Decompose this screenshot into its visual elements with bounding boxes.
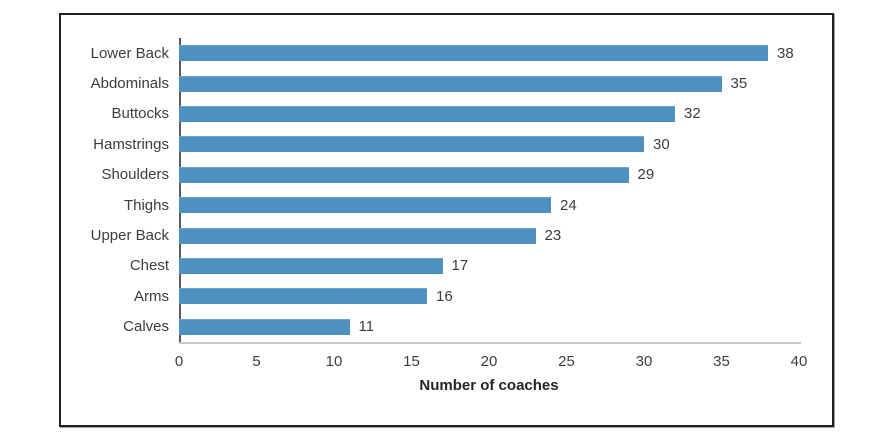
category-label: Lower Back [90, 44, 169, 62]
category-label: Arms [134, 287, 169, 305]
value-label: 17 [451, 257, 469, 275]
bar-row: Thighs 24 [61, 190, 832, 220]
bar-row: Shoulders 29 [61, 160, 832, 190]
x-tick-label: 0 [174, 353, 184, 370]
bar-row: Abdominals 35 [61, 68, 832, 98]
category-label: Thighs [123, 196, 169, 214]
category-label: Chest [129, 257, 169, 275]
bar-track: 32 [179, 99, 799, 129]
x-axis-line [179, 342, 801, 344]
bar [179, 136, 644, 153]
category-label: Calves [123, 318, 169, 336]
value-label: 23 [544, 227, 562, 245]
category-label: Shoulders [101, 166, 169, 184]
bar [179, 288, 427, 305]
category-label: Buttocks [111, 105, 169, 123]
bar-row: Lower Back 38 [61, 38, 832, 68]
bar-row: Calves 11 [61, 312, 832, 342]
x-axis-ticks: 0 5 10 15 20 25 30 35 40 [175, 353, 808, 373]
bar-row: Hamstrings 30 [61, 129, 832, 159]
bar-row: Upper Back 23 [61, 220, 832, 250]
bar-track: 16 [179, 281, 799, 311]
value-label: 32 [684, 105, 701, 123]
value-label: 29 [637, 166, 655, 184]
bar-rows: Lower Back 38 Abdominals 35 Buttocks 32 Hamstr… [61, 38, 832, 342]
value-label: 24 [560, 196, 577, 214]
bar-track: 24 [179, 190, 799, 220]
x-tick-label: 5 [252, 353, 261, 370]
bar [179, 166, 629, 183]
x-tick-label: 40 [790, 353, 808, 370]
bar-track: 35 [179, 68, 799, 98]
category-label: Abdominals [90, 75, 169, 93]
bar-track: 17 [179, 251, 799, 281]
x-tick-label: 10 [325, 353, 343, 370]
bar-row: Chest 17 [61, 251, 832, 281]
x-tick-label: 30 [635, 353, 653, 370]
category-label: Upper Back [90, 227, 169, 245]
x-tick-label: 25 [558, 353, 575, 370]
bar-row: Arms 16 [61, 281, 832, 311]
bar-track: 29 [179, 160, 799, 190]
value-label: 11 [358, 318, 375, 336]
bar-track: 38 [179, 38, 799, 68]
x-axis-title: Number of coaches [419, 377, 559, 394]
value-label: 38 [777, 44, 794, 62]
bar-track: 30 [179, 129, 799, 159]
chart-frame: Lower Back 38 Abdominals 35 Buttocks 32 Hamstr… [59, 13, 834, 427]
bar [179, 197, 551, 214]
bar [179, 45, 768, 62]
value-label: 30 [653, 135, 670, 153]
bar [179, 318, 350, 335]
bar [179, 227, 536, 244]
category-label: Hamstrings [93, 135, 169, 153]
x-tick-label: 20 [480, 353, 498, 370]
value-label: 35 [730, 75, 748, 93]
bar [179, 75, 722, 92]
bar-track: 11 [179, 312, 799, 342]
bar-track: 23 [179, 220, 799, 250]
y-axis-line [179, 38, 181, 344]
bar-row: Buttocks 32 [61, 99, 832, 129]
bar [179, 257, 443, 274]
x-tick-label: 35 [713, 353, 730, 370]
value-label: 16 [436, 287, 453, 305]
x-tick-label: 15 [403, 353, 420, 370]
bar [179, 105, 675, 122]
